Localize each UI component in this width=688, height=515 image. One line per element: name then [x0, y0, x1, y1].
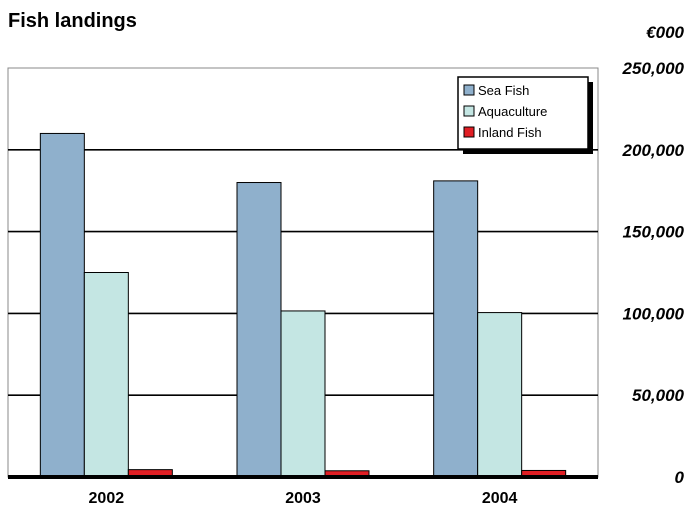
x-tick-labels: 2002 2003 2004 [89, 490, 518, 507]
y-tick-labels: 0 50,000 100,000 150,000 200,000 250,000 [622, 59, 685, 487]
x-tick-label: 2002 [89, 490, 125, 507]
legend-box [457, 76, 589, 150]
bar-sea-fish-2004 [433, 180, 479, 478]
unit-label: €000 [646, 23, 684, 42]
bar-sea-fish-2002 [39, 132, 85, 478]
bar-aquaculture-2003 [280, 310, 326, 478]
legend-label: Inland Fish [478, 125, 542, 140]
bar-aquaculture-2002 [83, 272, 129, 478]
bar-aquaculture-2004 [477, 312, 523, 478]
chart-title: Fish landings [8, 10, 137, 32]
y-tick-label: 250,000 [622, 59, 685, 78]
y-tick-label: 150,000 [623, 223, 685, 242]
y-tick-label: 100,000 [623, 304, 685, 323]
legend-label: Aquaculture [478, 104, 547, 119]
legend-swatch [463, 126, 475, 138]
legend-label: Sea Fish [478, 83, 529, 98]
x-tick-label: 2003 [285, 490, 321, 507]
legend: Sea Fish Aquaculture Inland Fish [457, 76, 593, 154]
x-tick-label: 2004 [482, 490, 518, 507]
legend-swatch [463, 105, 475, 117]
y-tick-label: 0 [675, 468, 685, 487]
y-tick-label: 50,000 [632, 386, 685, 405]
y-tick-label: 200,000 [622, 141, 685, 160]
legend-swatch [463, 84, 475, 96]
bar-sea-fish-2003 [236, 182, 282, 478]
